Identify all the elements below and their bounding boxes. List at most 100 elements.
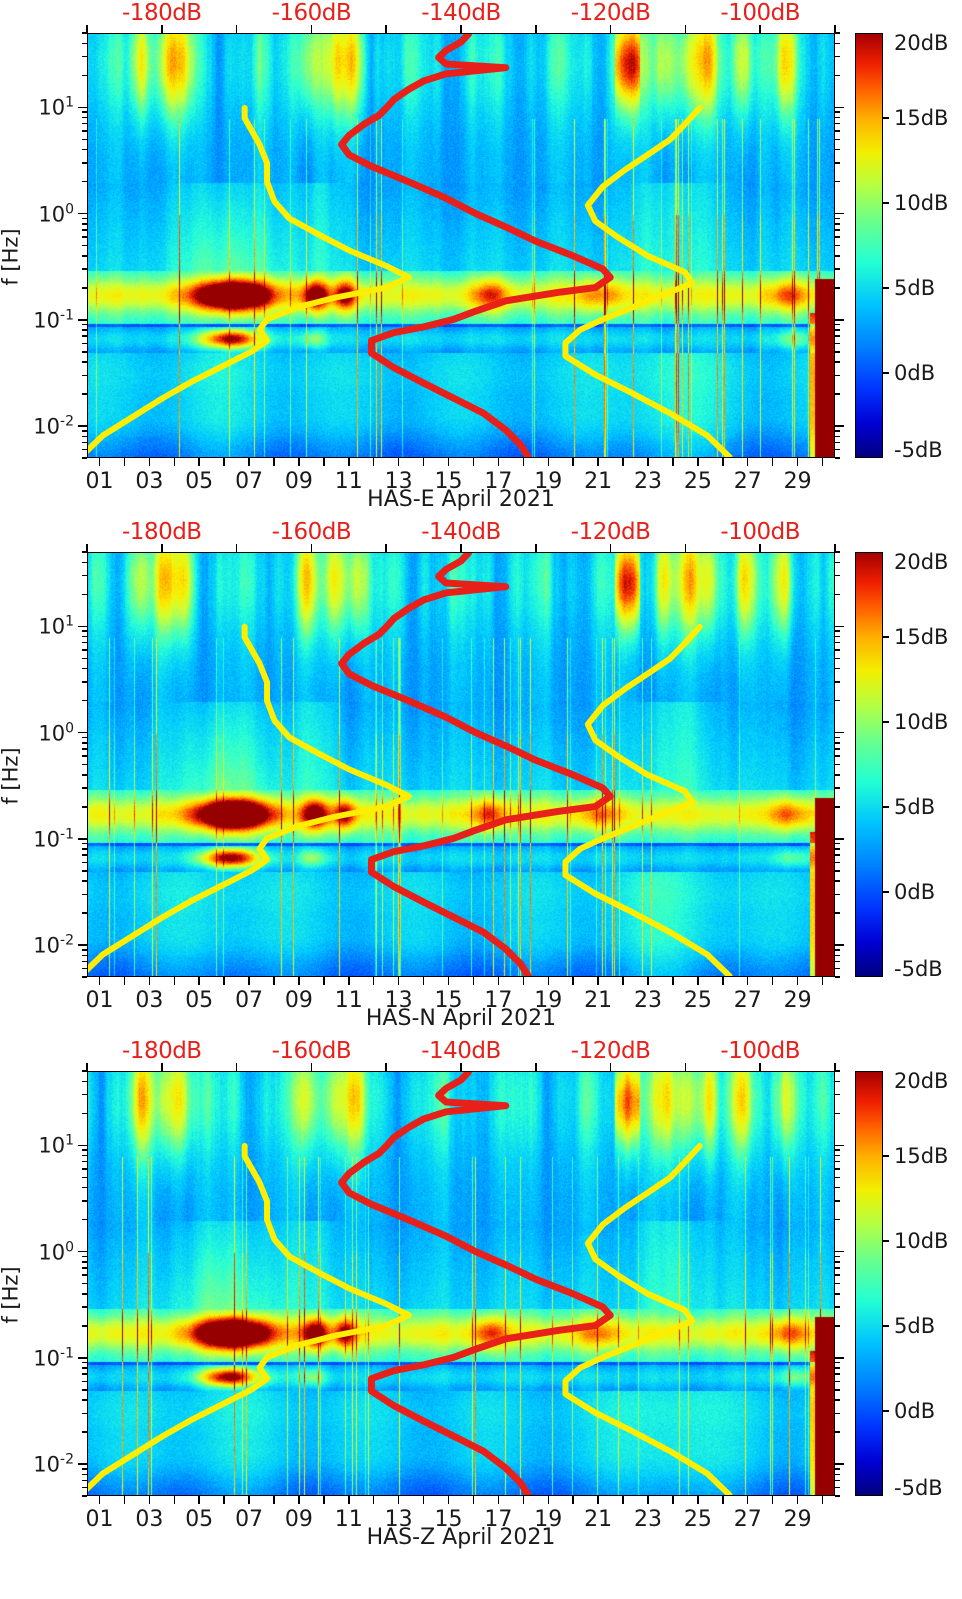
y-tick-minor xyxy=(82,74,87,77)
x-tick xyxy=(98,977,101,985)
y-tick-minor xyxy=(82,736,87,739)
top-axis-label-1: -160dB xyxy=(271,1038,352,1064)
top-axis-tick xyxy=(834,25,836,33)
top-axis-label-3: -120dB xyxy=(570,0,651,26)
x-tick xyxy=(223,977,225,985)
colorbar-label-1: 0dB xyxy=(894,1399,936,1423)
y-tick-minor xyxy=(82,949,87,951)
x-tick xyxy=(198,977,200,985)
x-tick xyxy=(771,977,774,985)
x-tick xyxy=(298,977,300,985)
top-axis-label-2: -140dB xyxy=(421,1038,501,1064)
x-tick xyxy=(746,977,749,985)
x-tick-label-14: 29 xyxy=(783,1507,812,1532)
colorbar-label-3: 10dB xyxy=(894,710,949,734)
x-tick-label-10: 21 xyxy=(584,469,613,494)
y-tick-minor xyxy=(82,162,87,164)
y-tick-minor xyxy=(82,755,87,757)
y-tick-minor xyxy=(82,1495,87,1497)
y-tick-major xyxy=(78,212,87,215)
x-tick-label-5: 11 xyxy=(334,988,363,1013)
x-tick-label-11: 23 xyxy=(634,469,662,494)
y-tick-minor xyxy=(82,806,87,808)
x-tick xyxy=(447,458,450,466)
x-tick xyxy=(173,977,176,985)
curve-psd-median xyxy=(338,1072,614,1495)
top-axis-tick xyxy=(385,25,387,33)
y-tick-minor xyxy=(82,1261,87,1263)
y-tick-minor xyxy=(82,229,87,231)
top-axis-tick xyxy=(684,25,687,33)
colorbar-label-0: -5dB xyxy=(894,438,943,462)
overlay-curves xyxy=(88,553,733,976)
y-tick-minor xyxy=(82,236,87,238)
y-tick-minor xyxy=(82,1473,87,1476)
top-axis-tick xyxy=(609,544,612,552)
top-axis-tick xyxy=(609,1063,612,1071)
x-tick xyxy=(672,458,674,466)
top-axis-tick xyxy=(310,544,313,552)
y-tick-major xyxy=(78,1250,87,1253)
x-tick xyxy=(697,458,699,466)
y-tick-minor xyxy=(82,1274,87,1276)
x-tick xyxy=(722,1496,724,1504)
x-tick-label-4: 09 xyxy=(284,988,313,1013)
y-tick-minor xyxy=(82,329,87,331)
top-axis-label-0: -180dB xyxy=(122,519,202,545)
x-tick xyxy=(796,1496,799,1504)
y-tick-minor xyxy=(82,748,87,750)
top-axis-tick xyxy=(235,544,238,552)
y-tick-minor xyxy=(82,593,87,596)
x-tick xyxy=(547,1496,550,1504)
y-axis-right-ticks xyxy=(835,32,849,459)
top-axis-label-4: -100dB xyxy=(720,519,800,545)
top-axis-tick xyxy=(86,544,88,552)
y-tick-major xyxy=(78,106,87,108)
y-tick-minor xyxy=(82,223,87,225)
x-tick-label-4: 09 xyxy=(284,469,313,494)
y-tick-minor xyxy=(82,1160,87,1163)
y-tick-minor xyxy=(82,787,87,789)
x-tick xyxy=(722,458,724,466)
x-tick xyxy=(397,1496,400,1504)
x-tick xyxy=(198,1496,200,1504)
x-tick xyxy=(372,1496,375,1504)
y-tick-minor xyxy=(82,641,87,644)
colorbar-tick xyxy=(883,202,889,204)
colorbar: -5dB 0dB 5dB 10dB 15dB 20dB xyxy=(855,550,962,981)
spectrogram-image xyxy=(88,1072,834,1495)
colorbar-label-5: 20dB xyxy=(894,31,949,55)
y-tick-minor xyxy=(82,1176,87,1178)
x-tick xyxy=(572,458,574,466)
x-tick xyxy=(672,977,674,985)
x-tick xyxy=(647,1496,649,1504)
y-axis-title: f [Hz] xyxy=(0,747,23,805)
x-tick xyxy=(173,458,176,466)
y-tick-minor xyxy=(82,1325,87,1327)
y-tick-minor xyxy=(82,1149,87,1151)
x-tick xyxy=(522,1496,525,1504)
colorbar-label-0: -5dB xyxy=(894,957,943,981)
y-tick-minor xyxy=(82,55,87,58)
x-tick xyxy=(746,1496,749,1504)
x-tick xyxy=(123,1496,126,1504)
x-axis-days: 01 03 05 07 09 11 13 15 17 19 21 23 25 27 29 xyxy=(85,458,835,498)
x-tick xyxy=(572,1496,574,1504)
y-tick-minor xyxy=(82,1468,87,1470)
y-tick-label-0: 10-2 xyxy=(33,1451,74,1477)
top-axis-tick xyxy=(535,25,537,33)
top-db-axis: -180dB -160dB -140dB -120dB -100dB xyxy=(86,519,836,552)
panel-has-e: 10-2 10-1 100 101 f [Hz] -180dB -160dB -140dB -1… xyxy=(0,0,962,519)
top-axis-tick xyxy=(385,1063,387,1071)
colorbar-tick xyxy=(883,117,889,119)
x-tick xyxy=(223,1496,225,1504)
x-tick-label-8: 17 xyxy=(484,1507,513,1532)
x-tick xyxy=(746,458,749,466)
x-tick xyxy=(98,458,101,466)
x-tick xyxy=(273,458,275,466)
y-tick-minor xyxy=(82,551,87,553)
panel-title-n: HAS-N April 2021 xyxy=(365,1006,557,1031)
y-tick-minor xyxy=(82,1306,87,1308)
x-axis-days: 01 03 05 07 09 11 13 15 17 19 21 23 25 27 29 xyxy=(85,1496,835,1536)
top-axis-tick xyxy=(834,1063,836,1071)
